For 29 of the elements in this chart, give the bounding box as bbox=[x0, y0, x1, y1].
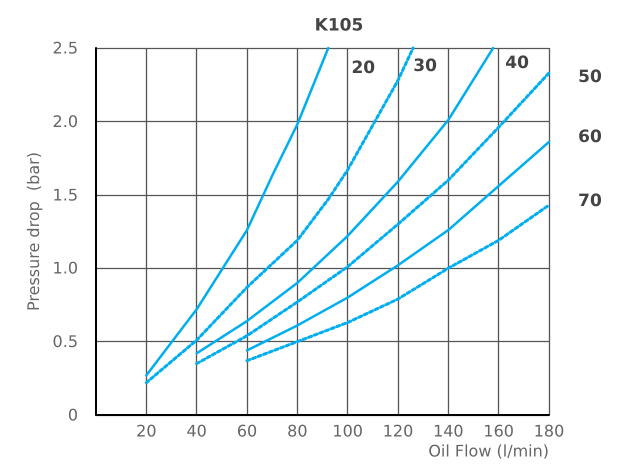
x-tick-label: 120 bbox=[382, 422, 414, 440]
series-label: 60 bbox=[578, 126, 602, 147]
x-tick-label: 180 bbox=[534, 422, 564, 440]
y-tick-label: 2.0 bbox=[52, 112, 78, 131]
y-tick-label: 2.5 bbox=[52, 38, 78, 58]
y-tick-label: 1.0 bbox=[52, 258, 78, 278]
line-series bbox=[195, 46, 494, 355]
x-tick-label: 140 bbox=[433, 422, 464, 440]
series-label: 40 bbox=[505, 53, 530, 73]
x-tick-label: 80 bbox=[287, 422, 308, 440]
x-tick-label: 160 bbox=[483, 422, 514, 440]
series-label: 70 bbox=[578, 191, 602, 212]
y-axis-title: Pressure drop (bar) bbox=[24, 152, 44, 311]
line-series bbox=[246, 204, 550, 362]
x-tick-label: 60 bbox=[236, 422, 258, 440]
y-tick-label: 1.5 bbox=[52, 185, 78, 204]
line-series bbox=[246, 140, 550, 352]
series-label: 30 bbox=[413, 56, 438, 76]
x-tick-label: 100 bbox=[332, 422, 363, 440]
y-tick-label: 0.5 bbox=[52, 332, 78, 352]
line-series bbox=[145, 46, 330, 377]
x-tick-label: 20 bbox=[136, 422, 157, 440]
series-label: 20 bbox=[351, 58, 376, 78]
line-series bbox=[144, 46, 415, 384]
chart-title: K105 bbox=[314, 16, 364, 36]
x-axis-title: Oil Flow (l/min) bbox=[428, 442, 549, 460]
x-tick-label: 40 bbox=[186, 422, 207, 440]
y-tick-label: 0 bbox=[68, 406, 78, 424]
series-label: 50 bbox=[578, 66, 602, 87]
